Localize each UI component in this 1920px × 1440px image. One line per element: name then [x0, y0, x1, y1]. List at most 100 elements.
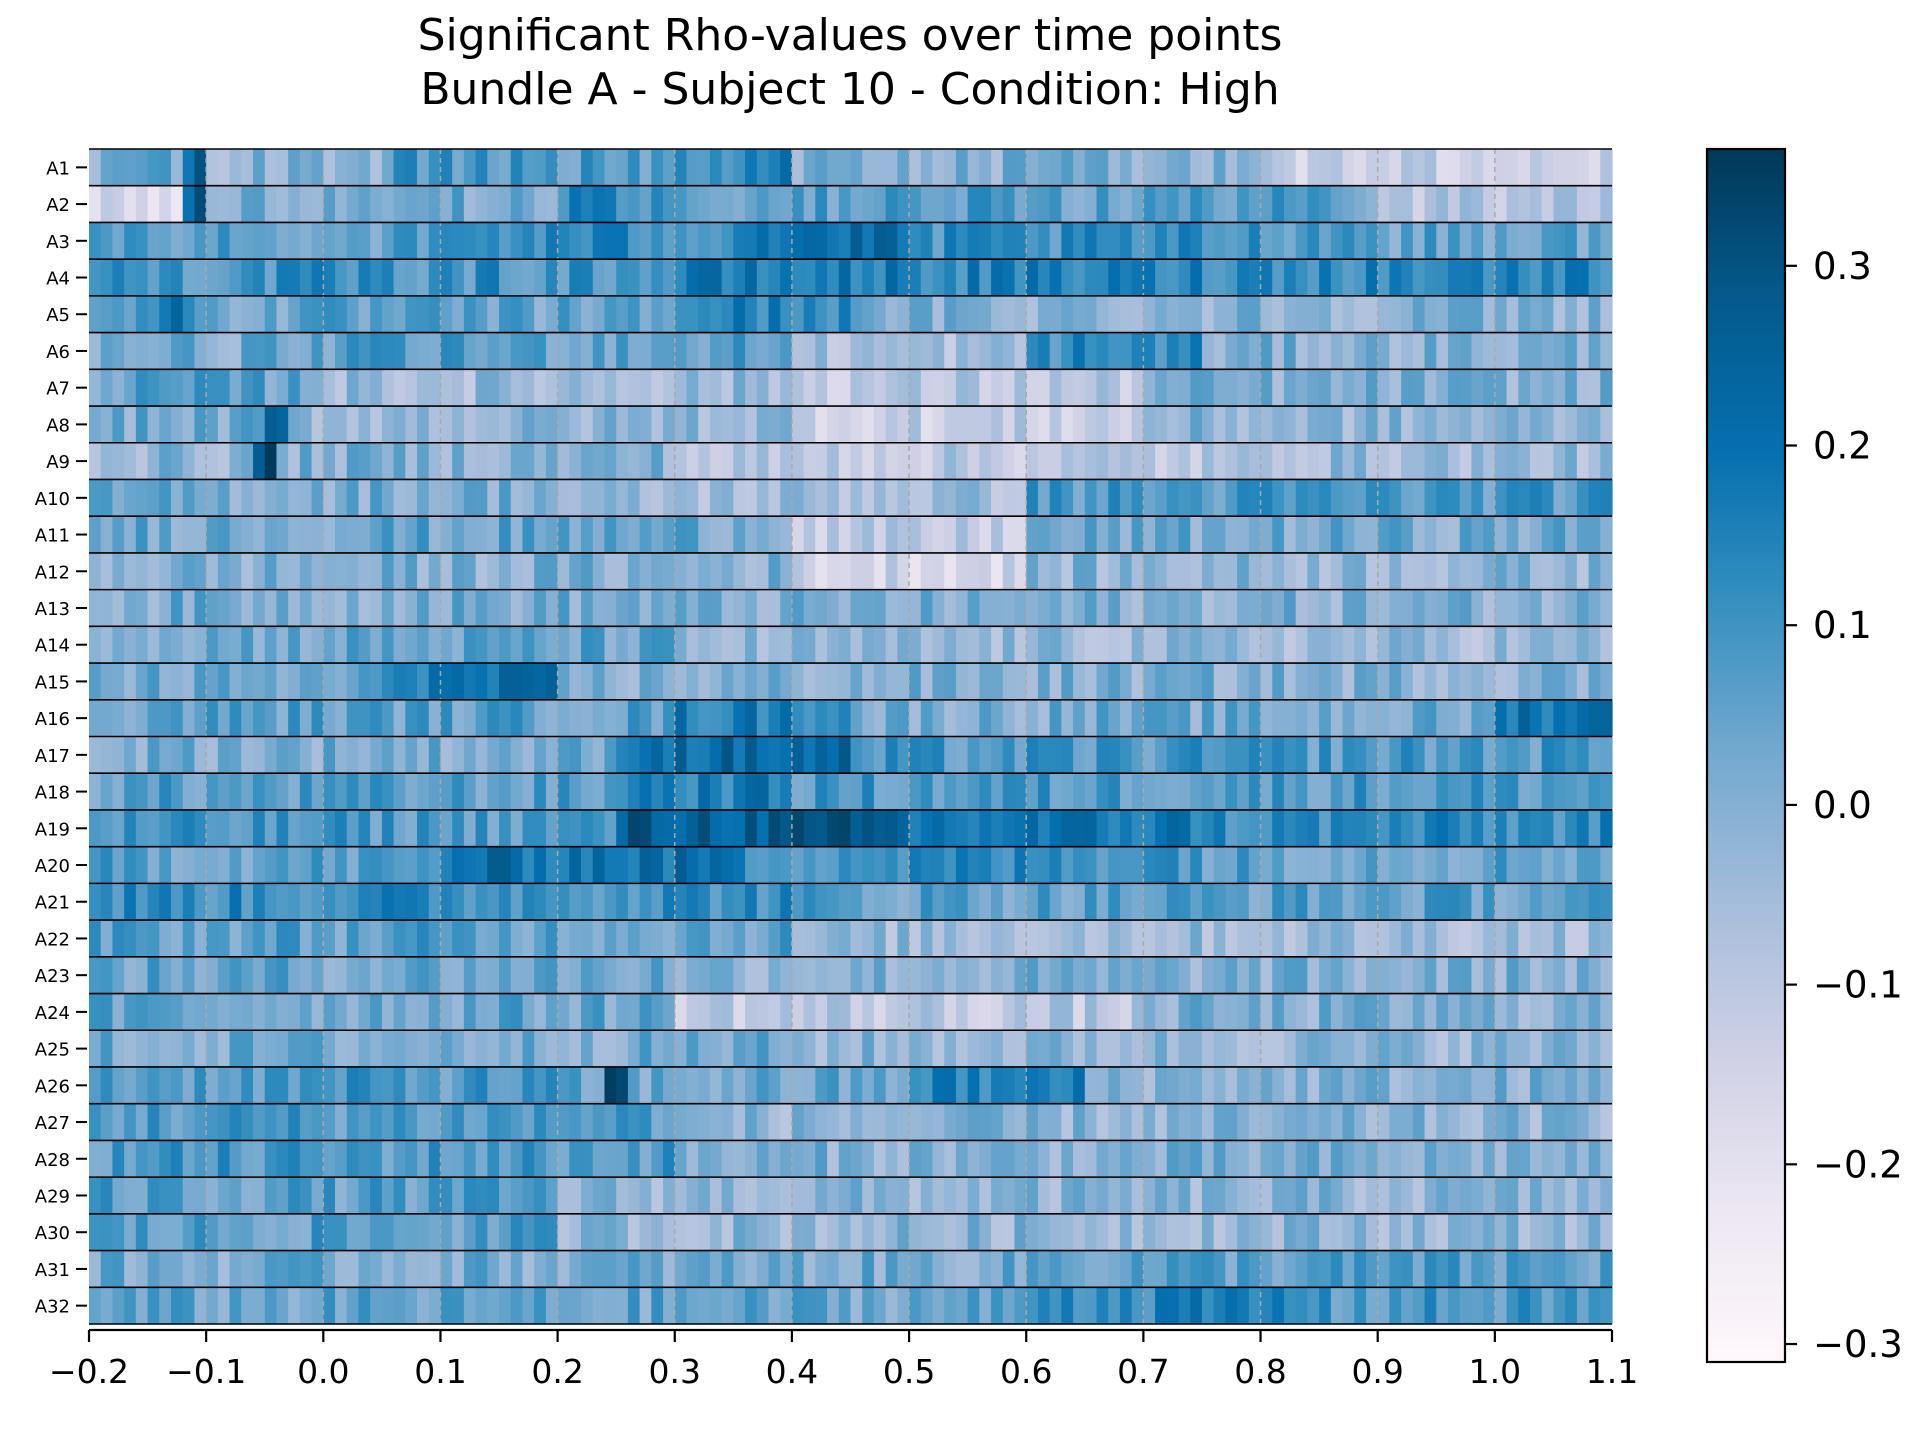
heatmap-cell-A26-89: [1131, 1066, 1144, 1105]
heatmap-cell-A4-54: [721, 259, 734, 297]
heatmap-cell-A21-106: [1330, 883, 1344, 921]
heatmap-cell-A32-43: [592, 1287, 606, 1325]
heatmap-cell-A27-101: [1272, 1103, 1285, 1141]
heatmap-cell-A14-112: [1401, 626, 1414, 664]
heatmap-cell-A7-25: [381, 369, 395, 407]
heatmap-cell-A18-96: [1213, 773, 1226, 811]
heatmap-cell-A32-37: [522, 1287, 535, 1325]
heatmap-cell-A14-68: [885, 626, 898, 664]
heatmap-cell-A19-21: [335, 809, 348, 848]
heatmap-cell-A5-61: [803, 295, 816, 333]
heatmap-cell-A17-19: [311, 736, 324, 774]
heatmap-cell-A5-108: [1354, 295, 1367, 333]
heatmap-cell-A9-92: [1166, 442, 1180, 480]
heatmap-cell-A15-94: [1190, 663, 1203, 701]
heatmap-cell-A2-74: [955, 185, 969, 223]
heatmap-cell-A15-5: [147, 663, 160, 701]
heatmap-cell-A28-89: [1131, 1140, 1144, 1178]
heatmap-cell-A12-106: [1330, 552, 1344, 591]
heatmap-cell-A15-38: [534, 663, 547, 701]
heatmap-cell-A19-16: [276, 809, 289, 848]
heatmap-cell-A4-25: [381, 259, 395, 297]
heatmap-cell-A4-88: [1119, 259, 1133, 297]
heatmap-cell-A25-60: [791, 1030, 805, 1068]
heatmap-cell-A7-97: [1225, 369, 1238, 407]
heatmap-cell-A12-5: [147, 552, 160, 591]
heatmap-cell-A13-75: [967, 589, 980, 627]
heatmap-cell-A27-112: [1401, 1103, 1414, 1141]
heatmap-cell-A15-4: [135, 663, 149, 701]
heatmap-cell-A12-63: [827, 552, 840, 591]
heatmap-cell-A1-61: [803, 149, 816, 187]
heatmap-cell-A9-87: [1108, 442, 1121, 480]
heatmap-cell-A28-91: [1155, 1140, 1168, 1178]
heatmap-cell-A9-9: [194, 442, 207, 480]
heatmap-cell-A14-43: [592, 626, 606, 664]
heatmap-cell-A28-101: [1272, 1140, 1285, 1178]
heatmap-cell-A31-116: [1447, 1250, 1461, 1288]
heatmap-cell-A13-10: [206, 589, 219, 627]
heatmap-cell-A15-50: [674, 663, 688, 701]
heatmap-cell-A16-111: [1389, 699, 1402, 737]
heatmap-cell-A32-109: [1365, 1287, 1379, 1325]
heatmap-cell-A8-8: [182, 406, 196, 444]
heatmap-cell-A6-12: [229, 332, 242, 370]
heatmap-cell-A16-39: [545, 699, 559, 737]
heatmap-cell-A30-27: [405, 1213, 418, 1251]
heatmap-cell-A25-27: [405, 1030, 418, 1068]
heatmap-cell-A4-60: [791, 259, 805, 297]
heatmap-cell-A9-37: [522, 442, 535, 480]
heatmap-cell-A12-87: [1108, 552, 1121, 591]
heatmap-cell-A11-115: [1436, 516, 1449, 554]
heatmap-cell-A6-24: [370, 332, 383, 370]
heatmap-cell-A29-67: [873, 1177, 887, 1215]
heatmap-cell-A4-82: [1049, 259, 1062, 297]
heatmap-cell-A30-91: [1155, 1213, 1168, 1251]
heatmap-cell-A32-6: [159, 1287, 172, 1325]
heatmap-cell-A16-61: [803, 699, 816, 737]
y-tick-label: A1: [46, 158, 70, 179]
heatmap-cell-A18-94: [1190, 773, 1203, 811]
heatmap-cell-A21-83: [1061, 883, 1074, 921]
heatmap-cell-A15-98: [1237, 663, 1250, 701]
heatmap-cell-A11-77: [991, 516, 1004, 554]
heatmap-cell-A30-81: [1037, 1213, 1051, 1251]
heatmap-cell-A2-120: [1494, 185, 1508, 223]
heatmap-cell-A11-125: [1553, 516, 1566, 554]
heatmap-cell-A23-121: [1506, 956, 1519, 994]
heatmap-cell-A21-17: [288, 883, 301, 921]
heatmap-cell-A5-117: [1459, 295, 1473, 333]
heatmap-cell-A20-48: [651, 846, 664, 884]
heatmap-cell-A17-56: [745, 736, 758, 774]
heatmap-cell-A31-66: [862, 1250, 875, 1288]
heatmap-cell-A7-69: [897, 369, 910, 407]
heatmap-cell-A29-7: [171, 1177, 184, 1215]
heatmap-cell-A30-49: [663, 1213, 676, 1251]
heatmap-cell-A26-63: [827, 1066, 840, 1105]
heatmap-cell-A26-126: [1565, 1066, 1578, 1105]
heatmap-cell-A16-40: [557, 699, 570, 737]
heatmap-cell-A11-44: [604, 516, 617, 554]
heatmap-cell-A9-40: [557, 442, 570, 480]
heatmap-cell-A15-56: [745, 663, 758, 701]
heatmap-cell-A31-33: [475, 1250, 488, 1288]
heatmap-cell-A12-121: [1506, 552, 1519, 591]
heatmap-cell-A2-106: [1330, 185, 1344, 223]
heatmap-cell-A32-74: [955, 1287, 969, 1325]
heatmap-cell-A7-110: [1377, 369, 1391, 407]
heatmap-cell-A20-119: [1483, 846, 1496, 884]
heatmap-cell-A7-128: [1588, 369, 1601, 407]
heatmap-cell-A25-107: [1342, 1030, 1355, 1068]
heatmap-cell-A17-124: [1541, 736, 1555, 774]
heatmap-cell-A1-85: [1084, 149, 1098, 187]
heatmap-cell-A1-95: [1201, 149, 1215, 187]
heatmap-cell-A16-86: [1096, 699, 1109, 737]
heatmap-cell-A22-128: [1588, 920, 1601, 958]
heatmap-cell-A6-104: [1307, 332, 1320, 370]
heatmap-cell-A20-114: [1424, 846, 1437, 884]
heatmap-cell-A17-33: [475, 736, 488, 774]
heatmap-cell-A29-41: [569, 1177, 582, 1215]
heatmap-cell-A16-53: [709, 699, 723, 737]
heatmap-cell-A29-29: [428, 1177, 442, 1215]
heatmap-cell-A11-63: [827, 516, 840, 554]
